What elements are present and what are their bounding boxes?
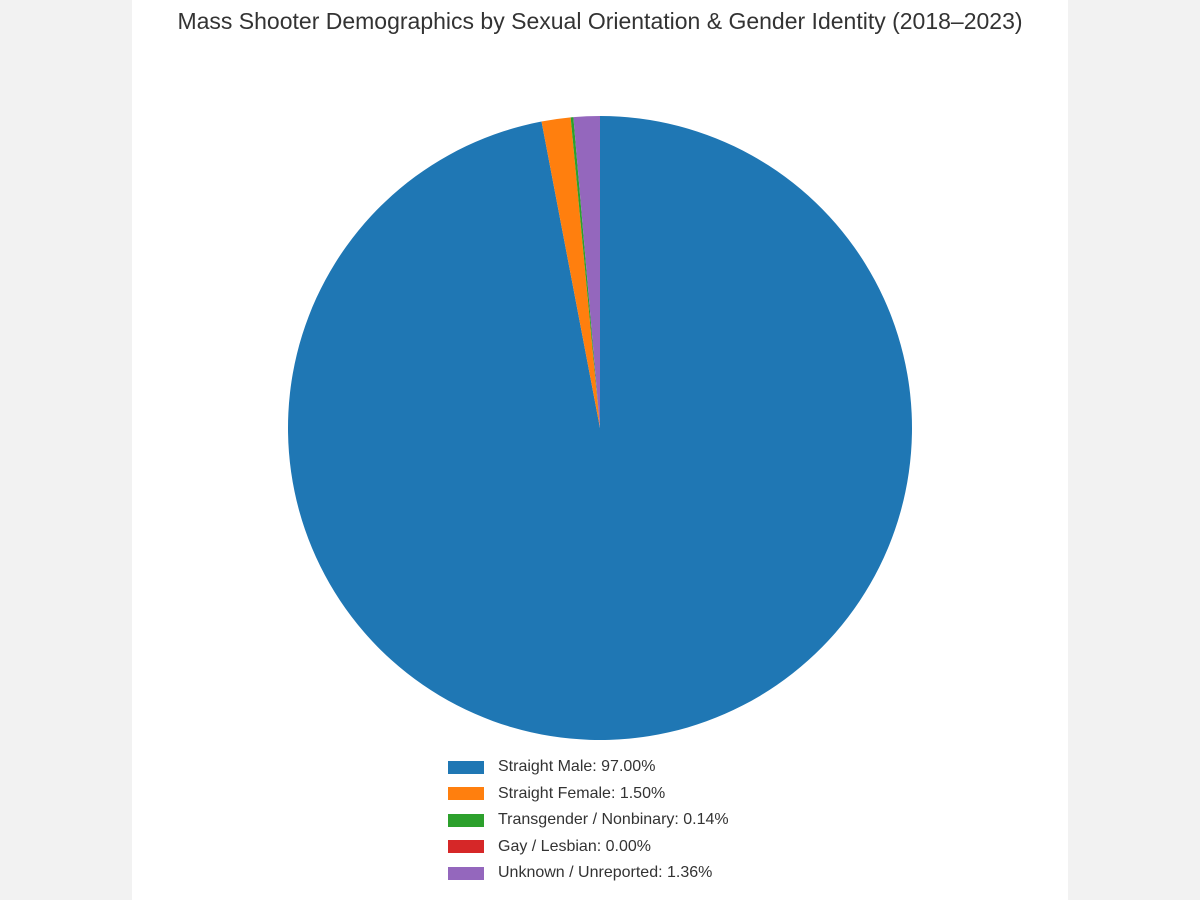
pie-slice-transgender-nonbinary bbox=[570, 117, 600, 429]
legend-label: Transgender / Nonbinary: 0.14% bbox=[498, 811, 729, 829]
legend-swatch bbox=[448, 840, 484, 854]
chart-title: Mass Shooter Demographics by Sexual Orie… bbox=[177, 8, 1023, 34]
pie-slice-straight-female bbox=[541, 117, 600, 428]
legend-item: Straight Male: 97.00% bbox=[448, 754, 729, 781]
legend-label: Straight Female: 1.50% bbox=[498, 784, 666, 802]
legend-label: Gay / Lesbian: 0.00% bbox=[498, 837, 651, 855]
legend-item: Straight Female: 1.50% bbox=[448, 781, 729, 808]
pie-slice-unknown-unreported bbox=[573, 116, 600, 428]
chart-legend: Straight Male: 97.00% Straight Female: 1.… bbox=[448, 754, 729, 887]
legend-item: Unknown / Unreported: 1.36% bbox=[448, 860, 729, 887]
legend-swatch bbox=[448, 760, 484, 774]
legend-label: Straight Male: 97.00% bbox=[498, 758, 656, 776]
legend-label: Unknown / Unreported: 1.36% bbox=[498, 864, 713, 882]
legend-swatch bbox=[448, 866, 484, 880]
legend-swatch bbox=[448, 813, 484, 827]
legend-item: Gay / Lesbian: 0.00% bbox=[448, 834, 729, 861]
legend-swatch bbox=[448, 787, 484, 801]
legend-item: Transgender / Nonbinary: 0.14% bbox=[448, 807, 729, 834]
